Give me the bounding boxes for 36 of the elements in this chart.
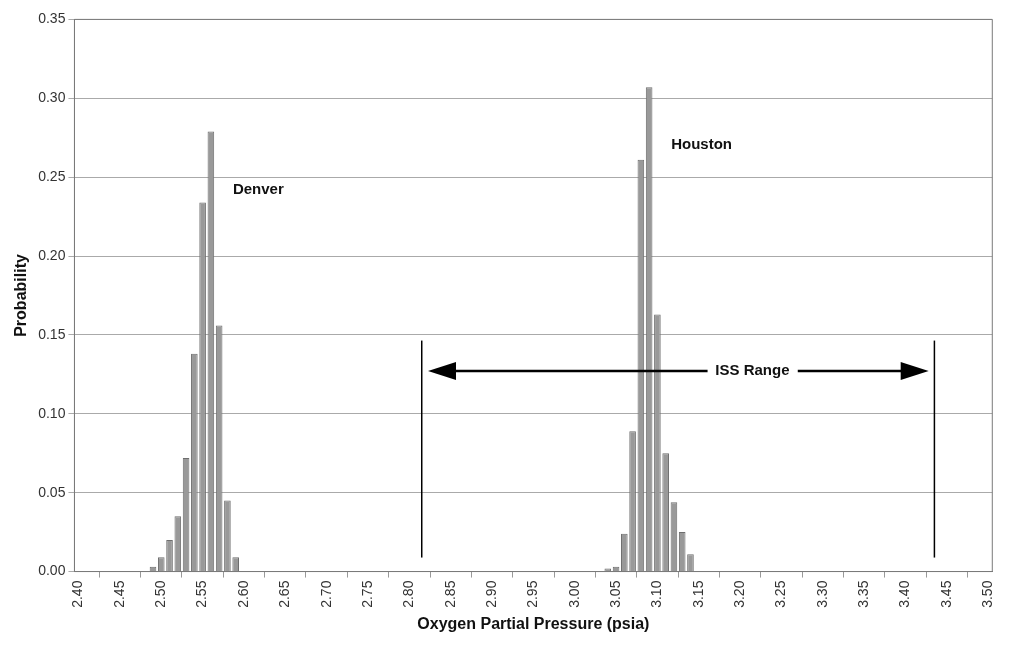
x-tick-label: 3.40 (896, 580, 913, 608)
x-tick-label: 2.90 (482, 580, 499, 608)
x-tick-label: 3.15 (689, 580, 706, 608)
series-label: Houston (671, 135, 732, 153)
x-tick-label: 2.75 (358, 580, 375, 608)
series-label: Denver (232, 179, 284, 197)
x-tick-label: 2.95 (524, 580, 541, 608)
y-tick-label: 0.00 (38, 562, 66, 579)
y-tick-label: 0.20 (38, 246, 66, 263)
y-tick-label: 0.10 (38, 404, 66, 421)
x-tick-label: 3.35 (854, 580, 871, 608)
y-tick-label: 0.15 (38, 325, 66, 342)
x-tick-label: 2.65 (276, 580, 293, 608)
annotation: ISS Range (715, 360, 790, 378)
x-tick-label: 2.50 (152, 580, 169, 608)
x-tick-label: 3.45 (937, 580, 954, 608)
x-tick-label: 2.55 (193, 580, 210, 608)
x-tick-label: 3.05 (606, 580, 623, 608)
y-tick-label: 0.25 (38, 168, 66, 185)
x-tick-label: 2.40 (69, 580, 86, 608)
x-tick-label: 3.30 (813, 580, 830, 608)
y-tick-label: 0.05 (38, 483, 66, 500)
y-tick-label: 0.35 (38, 10, 66, 27)
x-tick-label: 2.45 (110, 580, 127, 608)
x-tick-label: 3.25 (772, 580, 789, 608)
x-tick-label: 3.10 (648, 580, 665, 608)
x-tick-label: 3.50 (979, 580, 996, 608)
x-tick-label: 2.60 (234, 580, 251, 608)
y-tick-label: 0.30 (38, 89, 66, 106)
x-tick-label: 3.00 (565, 580, 582, 608)
x-axis-title: Oxygen Partial Pressure (psia) (417, 614, 650, 632)
x-tick-label: 2.85 (441, 580, 458, 608)
x-tick-label: 2.80 (400, 580, 417, 608)
x-tick-label: 3.20 (730, 580, 747, 608)
x-tick-label: 2.70 (317, 580, 334, 608)
y-axis-title: Probability (12, 254, 30, 337)
